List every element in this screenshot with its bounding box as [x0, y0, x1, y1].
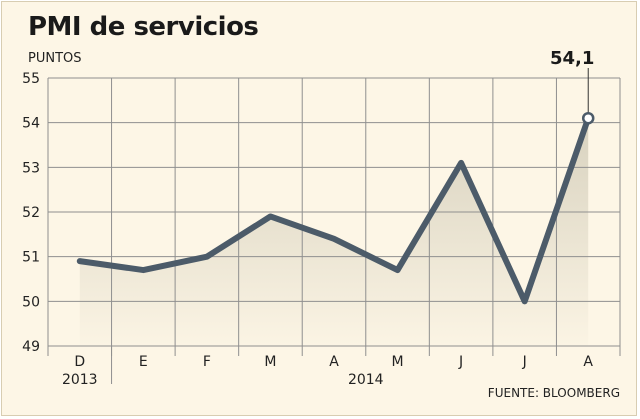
x-tick-label: A — [583, 354, 593, 370]
y-tick-label: 55 — [22, 71, 40, 87]
chart-title: PMI de servicios — [28, 12, 259, 42]
highlight-point — [581, 111, 595, 125]
y-axis-label: PUNTOS — [28, 51, 82, 66]
year-label-2013: 2013 — [62, 372, 98, 388]
x-tick-label: A — [329, 354, 339, 370]
callout-value: 54,1 — [550, 48, 594, 69]
y-tick-label: 50 — [22, 294, 40, 310]
y-tick-label: 52 — [22, 205, 40, 221]
x-tick-label: M — [392, 354, 404, 370]
y-tick-label: 54 — [22, 116, 40, 132]
x-tick-label: M — [264, 354, 276, 370]
year-label-2014: 2014 — [348, 372, 384, 388]
area-fill — [79, 118, 589, 346]
x-tick-label: J — [522, 354, 527, 370]
x-tick-label: D — [74, 354, 85, 370]
y-tick-label: 51 — [22, 250, 40, 266]
y-tick-label: 53 — [22, 160, 40, 176]
source-note: FUENTE: BLOOMBERG — [487, 386, 620, 400]
x-tick-label: E — [139, 354, 148, 370]
y-tick-label: 49 — [22, 339, 40, 355]
pmi-series-line — [76, 115, 592, 305]
x-tick-label: J — [458, 354, 463, 370]
x-tick-label: F — [203, 354, 211, 370]
